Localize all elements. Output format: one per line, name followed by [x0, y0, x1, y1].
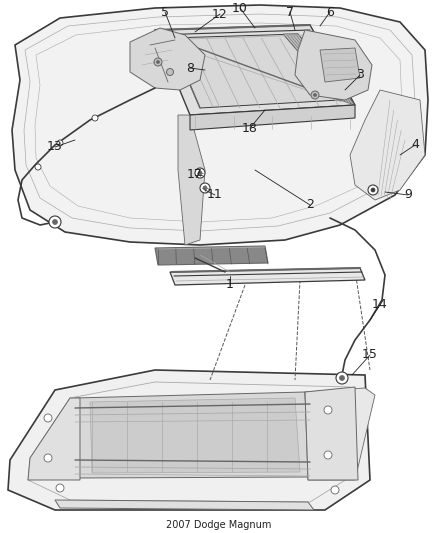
- Text: 5: 5: [161, 5, 169, 19]
- Circle shape: [367, 185, 377, 195]
- Text: 13: 13: [47, 141, 63, 154]
- Circle shape: [200, 183, 209, 193]
- Circle shape: [35, 164, 41, 170]
- Text: 18: 18: [241, 122, 258, 134]
- Polygon shape: [304, 387, 357, 480]
- Circle shape: [56, 484, 64, 492]
- Text: 4: 4: [410, 139, 418, 151]
- Polygon shape: [294, 30, 371, 100]
- Text: 10: 10: [232, 2, 247, 14]
- Polygon shape: [319, 48, 359, 82]
- Polygon shape: [75, 392, 309, 478]
- Circle shape: [310, 91, 318, 99]
- Polygon shape: [349, 90, 424, 200]
- Text: 2: 2: [305, 198, 313, 212]
- Circle shape: [198, 171, 201, 175]
- Circle shape: [323, 451, 331, 459]
- Circle shape: [53, 220, 57, 224]
- Polygon shape: [28, 398, 80, 480]
- Polygon shape: [130, 28, 205, 90]
- Circle shape: [156, 61, 159, 63]
- Polygon shape: [304, 388, 374, 480]
- Circle shape: [339, 376, 344, 381]
- Text: 1: 1: [226, 279, 233, 292]
- Circle shape: [370, 188, 374, 192]
- Circle shape: [166, 69, 173, 76]
- Circle shape: [202, 186, 207, 190]
- Polygon shape: [170, 34, 339, 108]
- Text: 9: 9: [403, 189, 411, 201]
- Text: 2007 Dodge Magnum
Tube-SUNROOF Drain Diagram
4805723AB: 2007 Dodge Magnum Tube-SUNROOF Drain Dia…: [144, 520, 293, 533]
- Circle shape: [44, 414, 52, 422]
- Circle shape: [44, 454, 52, 462]
- Text: 8: 8: [186, 61, 194, 75]
- Text: 14: 14: [371, 298, 387, 311]
- Text: 12: 12: [212, 7, 227, 20]
- Polygon shape: [155, 246, 267, 265]
- Polygon shape: [283, 34, 354, 105]
- Text: 17: 17: [187, 168, 202, 182]
- Circle shape: [194, 168, 205, 178]
- Circle shape: [57, 140, 63, 146]
- Circle shape: [330, 486, 338, 494]
- Text: 11: 11: [207, 189, 223, 201]
- Polygon shape: [55, 500, 313, 510]
- Polygon shape: [155, 25, 354, 115]
- Circle shape: [323, 406, 331, 414]
- Polygon shape: [8, 370, 369, 510]
- Text: 15: 15: [361, 349, 377, 361]
- Circle shape: [154, 58, 162, 66]
- Text: 6: 6: [325, 5, 333, 19]
- Polygon shape: [12, 5, 427, 245]
- Text: 7: 7: [285, 5, 293, 19]
- Circle shape: [49, 216, 61, 228]
- Circle shape: [335, 372, 347, 384]
- Text: 3: 3: [355, 69, 363, 82]
- Polygon shape: [190, 105, 354, 130]
- Circle shape: [313, 93, 316, 96]
- Circle shape: [92, 115, 98, 121]
- Polygon shape: [170, 268, 364, 285]
- Polygon shape: [90, 398, 299, 473]
- Polygon shape: [177, 115, 205, 245]
